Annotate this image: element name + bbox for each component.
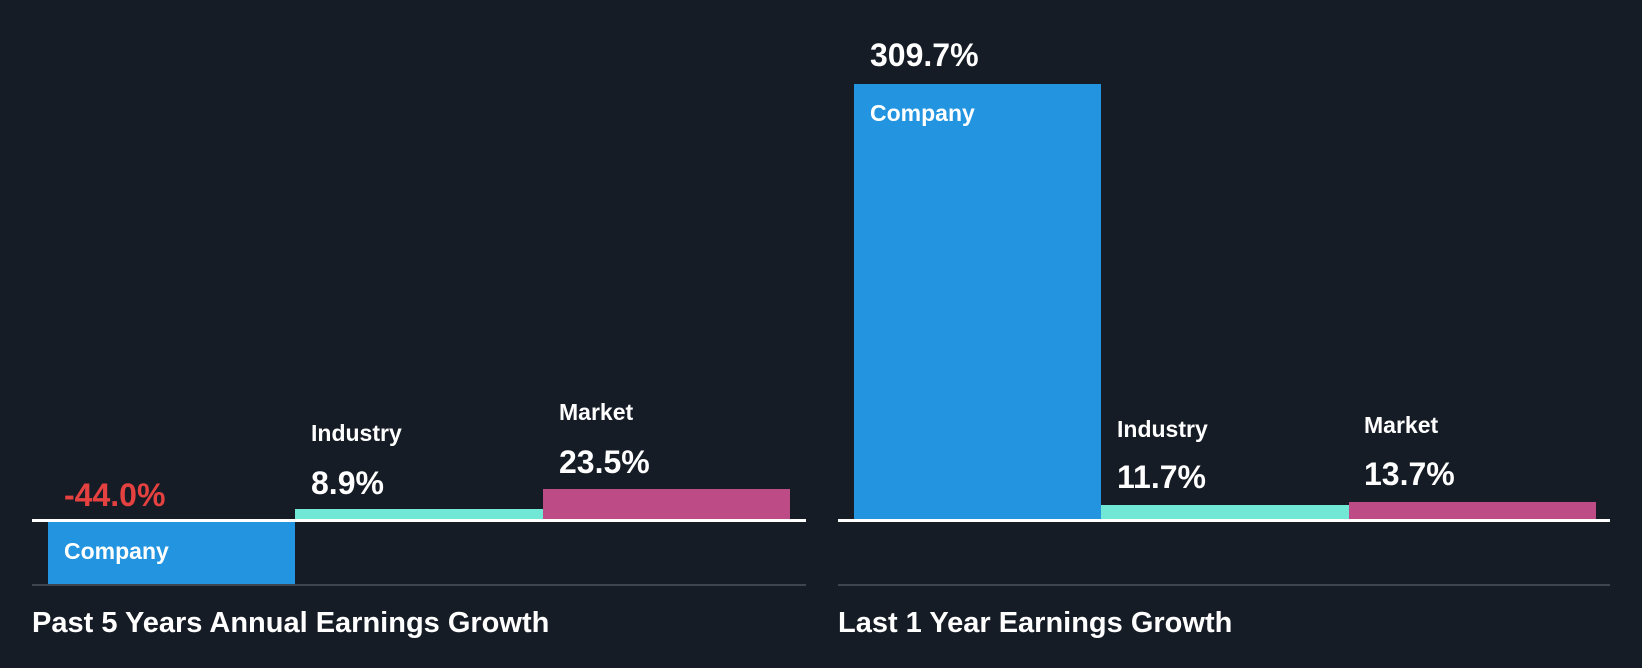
zero-baseline	[838, 519, 1610, 522]
bar-industry	[295, 509, 543, 521]
company-value: -44.0%	[64, 477, 166, 513]
industry-label: Industry	[311, 420, 402, 446]
industry-label: Industry	[1117, 416, 1208, 442]
company-value: 309.7%	[870, 37, 979, 73]
bar-company	[854, 84, 1101, 521]
market-value: 23.5%	[559, 444, 650, 480]
industry-value: 11.7%	[1117, 459, 1206, 495]
bar-market	[543, 489, 790, 521]
chart-title: Last 1 Year Earnings Growth	[838, 607, 1233, 639]
bar-industry	[1101, 505, 1349, 521]
axis-line	[838, 584, 1610, 586]
market-value: 13.7%	[1364, 456, 1455, 492]
company-label: Company	[870, 100, 975, 126]
market-label: Market	[1364, 412, 1439, 438]
axis-line	[32, 584, 806, 586]
industry-value: 8.9%	[311, 465, 384, 501]
zero-baseline	[32, 519, 806, 522]
market-label: Market	[559, 399, 634, 425]
bar-company	[48, 521, 295, 585]
chart-title: Past 5 Years Annual Earnings Growth	[32, 607, 550, 639]
company-label: Company	[64, 538, 169, 564]
bar-market	[1349, 502, 1596, 521]
